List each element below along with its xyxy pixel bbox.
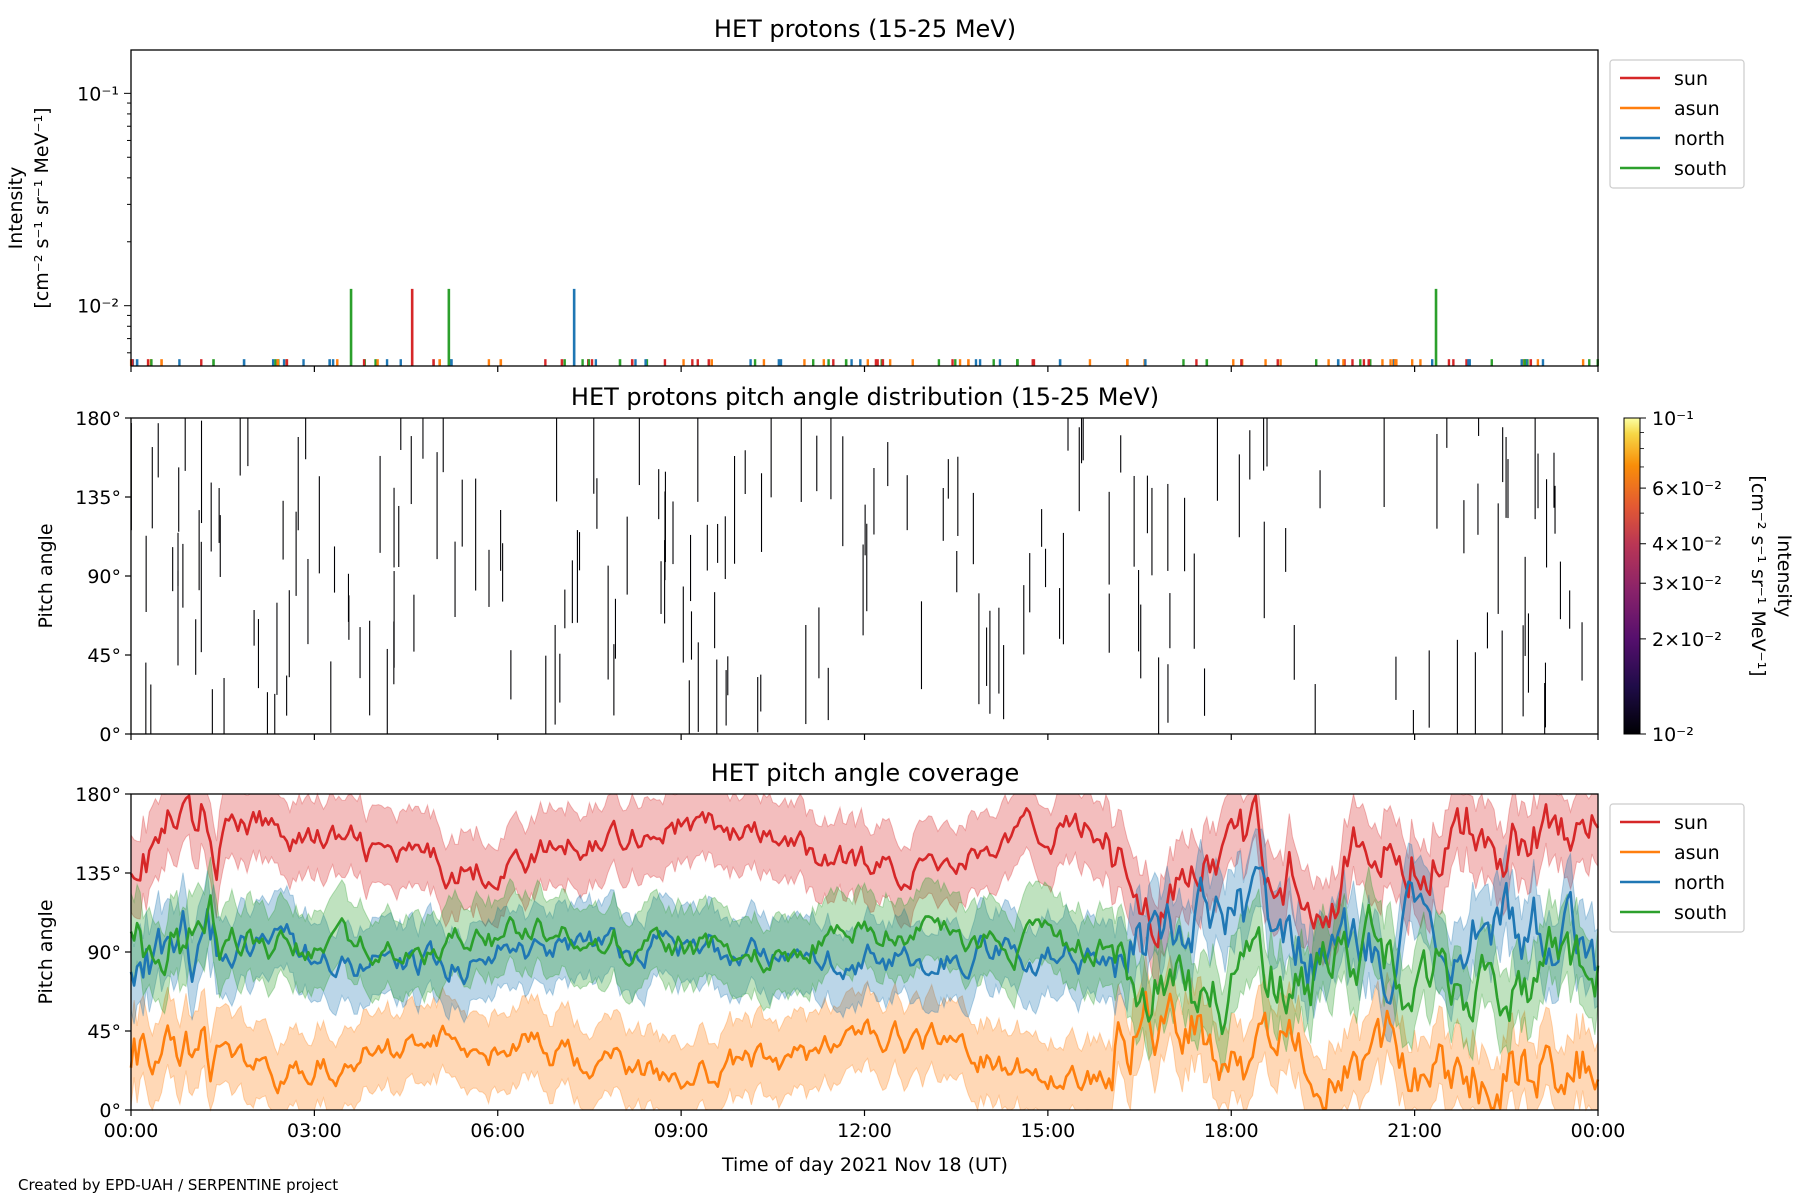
panel1-legend: sun asun north south [1609,59,1745,189]
panel2-bins [130,418,1583,734]
legend-box [1609,59,1745,189]
y-tick-label: 10⁻² [77,296,119,318]
colorbar-tick-label: 10⁻² [1652,724,1694,746]
panel3-legend: sun asun north south [1609,803,1745,933]
y-tick-label: 180° [75,408,121,430]
legend-label-sun: sun [1674,812,1708,834]
legend-label-asun: asun [1674,842,1720,864]
panel-coverage: HET pitch angle coverage 0° 45° 90° 135° 180… [35,759,1745,1176]
colorbar-tick-label: 10⁻¹ [1652,408,1694,430]
y-tick-label: 135° [75,863,121,885]
x-tick-label: 00:00 [104,1120,159,1142]
y-tick-label: 90° [87,566,121,588]
x-tick-label: 12:00 [837,1120,892,1142]
x-tick-label: 00:00 [1571,1120,1626,1142]
colorbar-label-line2: [cm⁻² s⁻¹ sr⁻¹ MeV⁻¹] [1747,475,1769,676]
panel1-yticks: 10⁻¹ 10⁻² [77,83,131,354]
panel2-title: HET protons pitch angle distribution (15… [571,383,1159,411]
panel2-ylabel: Pitch angle [35,523,57,628]
x-tick-label: 21:00 [1387,1120,1442,1142]
x-tick-label: 15:00 [1020,1120,1075,1142]
y-tick-label: 135° [75,487,121,509]
colorbar [1623,417,1641,735]
panel-pad: HET protons pitch angle distribution (15… [35,383,1795,746]
panel1-title: HET protons (15-25 MeV) [714,15,1016,43]
panel3-title: HET pitch angle coverage [711,759,1019,787]
panel1-ylabel-line2: [cm⁻² s⁻¹ sr⁻¹ MeV⁻¹] [31,107,53,308]
y-tick-label: 45° [87,645,121,667]
x-tick-label: 03:00 [287,1120,342,1142]
colorbar-tick-label: 6×10⁻² [1652,478,1722,500]
x-axis-label: Time of day 2021 Nov 18 (UT) [721,1154,1008,1176]
colorbar-tick-label: 3×10⁻² [1652,573,1722,595]
panel2-yticks: 0° 45° 90° 135° 180° [75,408,131,746]
legend-label-south: south [1674,158,1727,180]
panel2-xticks [130,734,1599,740]
y-tick-label: 0° [99,724,121,746]
panel1-ylabel-line1: Intensity [5,167,27,250]
line-sun [129,794,1600,949]
y-tick-label: 180° [75,784,121,806]
credit-text: Created by EPD-UAH / SERPENTINE project [18,1176,339,1194]
x-tick-label: 18:00 [1204,1120,1259,1142]
legend-label-asun: asun [1674,98,1720,120]
panel3-xticks: 00:00 03:00 06:00 09:00 12:00 15:00 18:00 21:00… [104,1110,1626,1142]
colorbar-tick-label: 4×10⁻² [1652,534,1722,556]
y-tick-label: 90° [87,942,121,964]
panel3-yticks: 0° 45° 90° 135° 180° [75,784,131,1122]
y-tick-label: 0° [99,1100,121,1122]
legend-label-north: north [1674,872,1725,894]
legend-label-north: north [1674,128,1725,150]
panel3-ylabel: Pitch angle [35,899,57,1004]
legend-label-south: south [1674,902,1727,924]
colorbar-tick-label: 2×10⁻² [1652,629,1722,651]
y-tick-label: 45° [87,1021,121,1043]
panel1-xticks [130,366,1599,372]
y-tick-label: 10⁻¹ [77,83,119,105]
x-tick-label: 09:00 [654,1120,709,1142]
panel1-spikes [129,288,1599,366]
legend-label-sun: sun [1674,68,1708,90]
panel-intensity: HET protons (15-25 MeV) 10⁻¹ 10⁻² Intensi… [5,15,1745,372]
x-tick-label: 06:00 [470,1120,525,1142]
line-south [129,894,1600,1036]
legend-box [1609,803,1745,933]
panel2-frame [130,417,1599,735]
colorbar-ticks: 10⁻² 2×10⁻² 3×10⁻² 4×10⁻² 6×10⁻² 10⁻¹ [1640,408,1722,746]
line-north [129,865,1599,1005]
panel3-series [129,792,1600,1112]
line-asun [129,990,1600,1110]
colorbar-label-line1: Intensity [1773,535,1795,618]
